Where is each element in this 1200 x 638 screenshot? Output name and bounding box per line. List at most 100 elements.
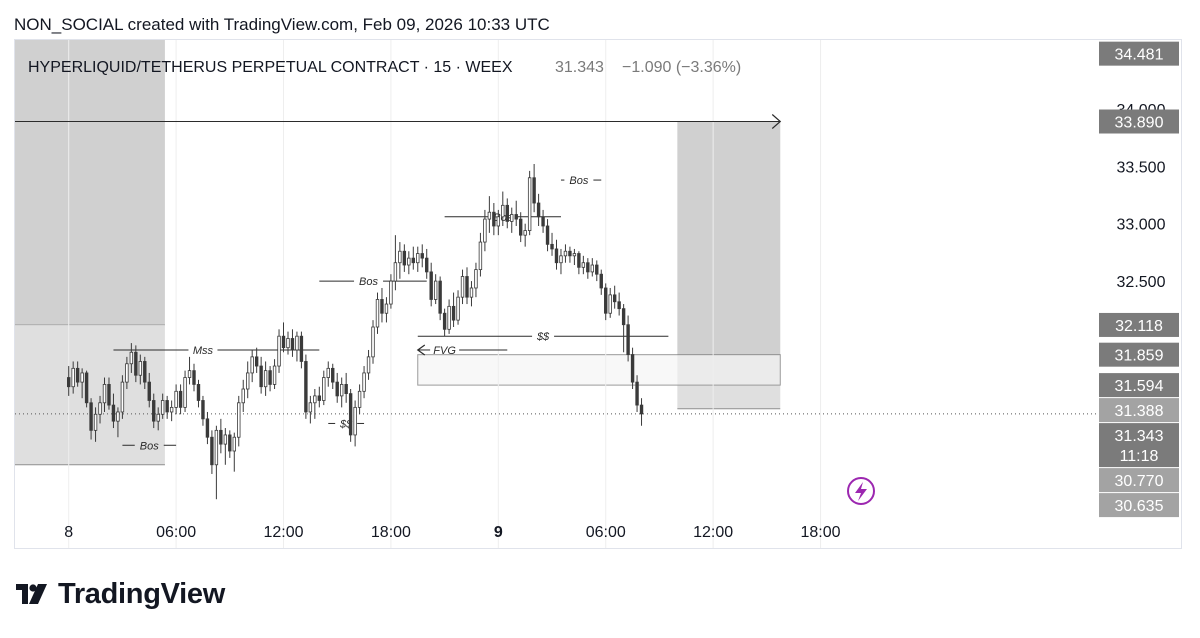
zones-layer (15, 40, 781, 466)
candle-body-19 (152, 400, 156, 422)
tradingview-logo[interactable]: TradingView (16, 578, 225, 611)
candle-body-23 (169, 406, 174, 413)
time-axis[interactable]: 8 06:00 12:00 18:00 9 06:00 12:00 18:00 (64, 524, 840, 541)
time-tick-label-1: 06:00 (156, 524, 196, 541)
candle-body-119 (599, 273, 603, 289)
candle-body-88 (460, 276, 465, 298)
candle-body-21 (160, 400, 165, 415)
candle-body-45 (268, 370, 272, 385)
candle-body-0 (67, 377, 71, 388)
price-label-text-1: 33.890 (1115, 115, 1164, 132)
candle-body-99 (510, 214, 514, 222)
candle-body-4 (84, 372, 89, 404)
chart-legend: HYPERLIQUID/TETHERUS PERPETUAL CONTRACT … (28, 59, 741, 76)
annotation-label-6: $$ (536, 331, 550, 343)
candle-body-84 (442, 312, 447, 330)
candle-body-120 (604, 287, 608, 314)
candle-body-73 (393, 262, 398, 282)
candle-body-14 (129, 351, 134, 365)
price-label-countdown-6: 11:18 (1120, 448, 1159, 465)
candle-body-121 (608, 294, 612, 314)
candle-body-78 (416, 253, 420, 264)
candle-body-52 (299, 335, 304, 362)
candle-body-114 (577, 253, 581, 268)
candle-body-115 (581, 262, 586, 268)
price-label-box-4 (1099, 373, 1179, 398)
candle-body-22 (165, 400, 169, 413)
candle-body-68 (371, 326, 375, 358)
candle-body-64 (353, 406, 357, 436)
price-axis[interactable]: 34.00033.50033.00032.50031.00034.48133.8… (1099, 41, 1179, 518)
candle-body-51 (295, 335, 299, 351)
candle-body-49 (286, 338, 290, 349)
candle-body-113 (572, 253, 577, 257)
time-tick-label-3: 18:00 (371, 524, 411, 541)
price-label-box-5 (1099, 398, 1179, 423)
candle-body-3 (80, 372, 84, 383)
price-tick-label-3: 32.500 (1117, 274, 1166, 291)
candle-body-32 (210, 436, 214, 466)
candle-body-86 (451, 305, 456, 321)
price-label-box-6 (1099, 423, 1179, 468)
price-label-box-2 (1099, 312, 1179, 337)
candle-body-92 (478, 241, 483, 271)
candle-body-71 (384, 303, 389, 314)
candle-body-94 (487, 211, 492, 220)
candle-body-59 (331, 367, 335, 383)
candle-body-11 (116, 411, 120, 422)
candle-body-102 (523, 230, 527, 236)
annotation-label-4: Bos (140, 440, 159, 452)
candle-body-116 (586, 262, 590, 273)
annotation-label-1: Bos (359, 276, 378, 288)
annotation-label-3: Bos (569, 175, 588, 187)
candle-body-79 (420, 253, 424, 259)
alert-lightning-icon[interactable] (847, 477, 875, 505)
chart-frame (14, 39, 1182, 549)
price-label-box-8 (1099, 493, 1179, 518)
price-label-text-7: 30.770 (1115, 473, 1164, 490)
candle-body-100 (514, 214, 518, 220)
candle-body-104 (532, 177, 536, 204)
annotation-label-7: FVG (433, 345, 456, 357)
candle-body-63 (348, 393, 353, 436)
candle-body-95 (492, 211, 496, 227)
candle-body-124 (621, 308, 626, 326)
candle-body-26 (183, 377, 187, 408)
candle-body-55 (313, 395, 317, 404)
candle-body-83 (438, 280, 442, 314)
time-tick-label-6: 12:00 (693, 524, 733, 541)
candle-body-2 (75, 367, 80, 383)
candle-body-31 (205, 418, 210, 438)
candle-body-29 (196, 384, 201, 401)
price-tick-label-1: 33.500 (1117, 159, 1166, 176)
candle-body-24 (174, 390, 178, 408)
fvg-box (417, 354, 781, 386)
candle-body-96 (496, 216, 501, 227)
candle-body-13 (125, 363, 129, 383)
price-label-text-3: 31.859 (1115, 348, 1164, 365)
price-label-text-6: 31.343 (1115, 428, 1164, 445)
candle-body-103 (527, 177, 532, 231)
candle-body-118 (595, 264, 599, 275)
candle-body-67 (366, 356, 371, 374)
candle-body-126 (630, 354, 635, 383)
candle-body-105 (536, 202, 541, 218)
candle-body-76 (407, 257, 411, 266)
candle-body-109 (554, 248, 559, 264)
price-label-box-7 (1099, 468, 1179, 493)
candle-body-41 (250, 356, 254, 374)
candle-body-89 (465, 276, 469, 298)
price-label-box-3 (1099, 342, 1179, 367)
candle-body-56 (317, 395, 322, 401)
candle-body-33 (214, 429, 219, 466)
time-tick-label-4: 9 (494, 524, 503, 541)
zone-box-1 (15, 324, 165, 465)
candle-body-10 (111, 404, 116, 422)
price-label-text-0: 34.481 (1115, 47, 1164, 64)
time-tick-label-5: 06:00 (586, 524, 626, 541)
price-label-text-4: 31.594 (1115, 378, 1164, 395)
candle-body-110 (559, 255, 563, 264)
candle-body-18 (147, 381, 151, 401)
